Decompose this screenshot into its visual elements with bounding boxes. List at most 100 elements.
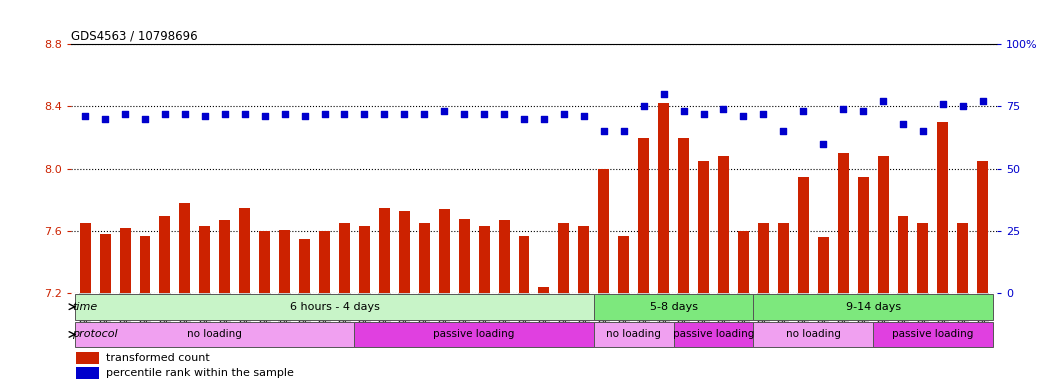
Bar bbox=[419, 223, 429, 293]
Point bbox=[515, 116, 532, 122]
Point bbox=[336, 111, 353, 117]
Point bbox=[475, 111, 492, 117]
Bar bbox=[754, 322, 873, 348]
Point bbox=[854, 108, 871, 114]
Bar bbox=[75, 352, 99, 364]
Text: no loading: no loading bbox=[187, 329, 242, 339]
Point bbox=[715, 106, 732, 112]
Point bbox=[136, 116, 153, 122]
Text: GDS4563 / 10798696: GDS4563 / 10798696 bbox=[71, 30, 198, 43]
Bar bbox=[838, 153, 849, 293]
Bar bbox=[399, 211, 409, 293]
Point bbox=[276, 111, 293, 117]
Bar bbox=[754, 294, 993, 320]
Text: time: time bbox=[72, 302, 97, 312]
Point bbox=[416, 111, 432, 117]
Text: protocol: protocol bbox=[72, 329, 117, 339]
Bar bbox=[379, 208, 389, 293]
Point bbox=[576, 113, 593, 119]
Bar bbox=[459, 218, 470, 293]
Bar bbox=[75, 322, 355, 348]
Bar bbox=[538, 287, 550, 293]
Point bbox=[755, 111, 772, 117]
Point bbox=[834, 106, 851, 112]
Point bbox=[316, 111, 333, 117]
Bar bbox=[877, 156, 889, 293]
Bar bbox=[339, 223, 350, 293]
Bar bbox=[240, 208, 250, 293]
Text: passive loading: passive loading bbox=[433, 329, 515, 339]
Bar bbox=[179, 203, 191, 293]
Point bbox=[436, 108, 452, 114]
Bar bbox=[937, 122, 949, 293]
Bar bbox=[119, 228, 131, 293]
Point bbox=[217, 111, 233, 117]
Bar bbox=[478, 227, 490, 293]
Point bbox=[616, 128, 632, 134]
Bar bbox=[299, 239, 310, 293]
Point bbox=[874, 98, 891, 104]
Bar bbox=[199, 227, 210, 293]
Bar bbox=[139, 236, 151, 293]
Text: 5-8 days: 5-8 days bbox=[649, 302, 697, 312]
Point bbox=[455, 111, 472, 117]
Bar bbox=[99, 234, 111, 293]
Point bbox=[675, 108, 692, 114]
Bar bbox=[359, 227, 370, 293]
Point bbox=[935, 101, 952, 107]
Bar bbox=[578, 227, 589, 293]
Text: 6 hours - 4 days: 6 hours - 4 days bbox=[290, 302, 379, 312]
Bar bbox=[977, 161, 988, 293]
Bar bbox=[558, 223, 570, 293]
Bar bbox=[873, 322, 993, 348]
Point bbox=[775, 128, 792, 134]
Bar bbox=[355, 322, 594, 348]
Text: no loading: no loading bbox=[786, 329, 841, 339]
Point bbox=[596, 128, 612, 134]
Text: 9-14 days: 9-14 days bbox=[846, 302, 900, 312]
Point bbox=[894, 121, 911, 127]
Bar bbox=[219, 220, 230, 293]
Bar bbox=[738, 231, 749, 293]
Point bbox=[116, 111, 133, 117]
Point bbox=[76, 113, 93, 119]
Bar bbox=[678, 137, 689, 293]
Point bbox=[795, 108, 811, 114]
Bar bbox=[698, 161, 709, 293]
Point bbox=[237, 111, 253, 117]
Bar bbox=[159, 215, 171, 293]
Point bbox=[396, 111, 413, 117]
Point bbox=[177, 111, 194, 117]
Bar bbox=[260, 231, 270, 293]
Text: no loading: no loading bbox=[606, 329, 661, 339]
Bar bbox=[618, 236, 629, 293]
Point bbox=[655, 91, 672, 97]
Point bbox=[636, 103, 652, 109]
Point bbox=[556, 111, 573, 117]
Point bbox=[735, 113, 752, 119]
Bar bbox=[897, 215, 909, 293]
Point bbox=[915, 128, 932, 134]
Bar bbox=[818, 237, 828, 293]
Bar bbox=[673, 322, 754, 348]
Point bbox=[975, 98, 992, 104]
Text: passive loading: passive loading bbox=[892, 329, 974, 339]
Point bbox=[257, 113, 273, 119]
Point bbox=[955, 103, 972, 109]
Point bbox=[376, 111, 393, 117]
Point bbox=[296, 113, 313, 119]
Bar bbox=[718, 156, 729, 293]
Bar bbox=[957, 223, 968, 293]
Bar bbox=[639, 137, 649, 293]
Text: transformed count: transformed count bbox=[107, 353, 210, 363]
Point bbox=[495, 111, 512, 117]
Bar bbox=[498, 220, 510, 293]
Point bbox=[96, 116, 113, 122]
Bar bbox=[80, 223, 91, 293]
Point bbox=[197, 113, 214, 119]
Bar bbox=[518, 236, 530, 293]
Text: percentile rank within the sample: percentile rank within the sample bbox=[107, 368, 294, 378]
Bar bbox=[857, 177, 869, 293]
Bar bbox=[280, 230, 290, 293]
Bar bbox=[594, 322, 673, 348]
